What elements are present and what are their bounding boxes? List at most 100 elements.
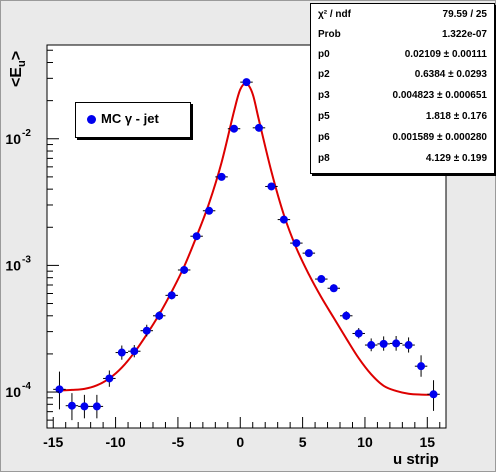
- data-point: [78, 394, 91, 419]
- data-point: [377, 336, 390, 351]
- point-marker: [267, 182, 276, 191]
- data-point: [53, 371, 66, 410]
- stats-name: p2: [318, 69, 330, 80]
- y-tick-label: 10: [5, 131, 21, 147]
- data-point: [140, 324, 153, 337]
- point-marker: [117, 348, 126, 357]
- point-marker: [292, 239, 301, 248]
- point-marker: [304, 249, 313, 258]
- points-layer: [53, 78, 440, 421]
- stats-value: 0.6384 ± 0.0293: [414, 69, 487, 80]
- data-point: [128, 345, 141, 358]
- stats-name: p3: [318, 90, 330, 101]
- point-marker: [67, 401, 76, 410]
- x-axis-title: u strip: [393, 451, 439, 468]
- point-marker: [167, 291, 176, 300]
- data-point: [265, 182, 278, 191]
- y-axis: 10-410-310-2: [5, 49, 59, 421]
- point-marker: [155, 311, 164, 320]
- y-axis-title: <Eu>: [8, 50, 28, 88]
- legend: MC γ - jet: [75, 102, 191, 138]
- data-point: [202, 206, 216, 215]
- stats-value: 1.818 ± 0.176: [425, 111, 487, 122]
- stats-name: p8: [318, 153, 330, 164]
- point-marker: [392, 339, 401, 348]
- stats-name: Prob: [318, 29, 341, 40]
- data-point: [352, 328, 365, 339]
- point-marker: [55, 385, 64, 394]
- stats-name: χ² / ndf: [318, 9, 351, 20]
- stats-row-prob: Prob 1.322e-07: [311, 26, 494, 44]
- data-point: [177, 265, 191, 274]
- data-point: [252, 123, 266, 132]
- data-point: [327, 284, 341, 293]
- data-point: [165, 291, 178, 300]
- data-point: [103, 370, 116, 387]
- point-marker: [105, 374, 114, 383]
- data-point: [402, 337, 415, 353]
- stats-row-p5: p5 1.818 ± 0.176: [311, 108, 494, 126]
- stats-value: 79.59 / 25: [442, 9, 487, 20]
- x-axis: -15 -10 -5 0 5 10 15: [43, 417, 441, 450]
- y-tick-label: 10: [5, 384, 21, 400]
- data-point: [90, 394, 104, 419]
- data-point: [302, 249, 316, 258]
- point-marker: [354, 329, 363, 338]
- point-marker: [192, 232, 201, 241]
- data-point: [290, 239, 303, 248]
- stats-row-p3: p3 0.004823 ± 0.000651: [311, 87, 494, 105]
- data-point: [427, 380, 440, 411]
- stats-value: 4.129 ± 0.199: [425, 153, 487, 164]
- data-point: [414, 355, 428, 377]
- x-tick-label: 0: [236, 434, 244, 450]
- data-point: [227, 124, 241, 133]
- data-point: [190, 232, 203, 241]
- point-marker: [342, 311, 351, 320]
- point-marker: [92, 402, 101, 411]
- point-marker: [180, 265, 189, 274]
- legend-marker-icon: [87, 115, 96, 124]
- data-point: [389, 336, 403, 351]
- point-marker: [217, 172, 226, 181]
- y-tick-exponent: -4: [22, 381, 31, 392]
- fit-stats-box: χ² / ndf 79.59 / 25 Prob 1.322e-07 p0 0.…: [310, 3, 495, 174]
- point-marker: [404, 341, 413, 350]
- point-marker: [279, 215, 288, 224]
- data-point: [240, 78, 253, 87]
- stats-row-p6: p6 0.001589 ± 0.000280: [311, 129, 494, 147]
- stats-name: p5: [318, 111, 330, 122]
- point-marker: [254, 123, 263, 132]
- stats-value: 0.001589 ± 0.000280: [392, 132, 487, 143]
- y-tick-exponent: -2: [22, 128, 31, 139]
- stats-row-p0: p0 0.02109 ± 0.00111: [311, 46, 494, 64]
- y-tick-label: 10: [5, 257, 21, 273]
- x-tick-label: 10: [357, 434, 373, 450]
- point-marker: [379, 339, 388, 348]
- point-marker: [130, 347, 139, 356]
- data-point: [315, 275, 328, 284]
- data-point: [340, 311, 353, 321]
- x-tick-label: 5: [299, 434, 307, 450]
- stats-value: 0.02109 ± 0.00111: [404, 49, 487, 60]
- point-marker: [367, 341, 376, 350]
- x-tick-label: -15: [43, 434, 63, 450]
- data-point: [152, 311, 166, 321]
- point-marker: [417, 362, 426, 371]
- stats-value: 0.004823 ± 0.000651: [392, 90, 487, 101]
- point-marker: [429, 390, 438, 399]
- data-point: [115, 345, 129, 360]
- stats-name: p6: [318, 132, 330, 143]
- x-tick-label: 15: [420, 434, 436, 450]
- point-marker: [142, 326, 151, 335]
- point-marker: [329, 284, 338, 293]
- point-marker: [230, 124, 239, 133]
- stats-name: p0: [318, 49, 330, 60]
- point-marker: [205, 206, 214, 215]
- stats-row-chi2: χ² / ndf 79.59 / 25: [311, 6, 494, 24]
- stats-row-p2: p2 0.6384 ± 0.0293: [311, 66, 494, 84]
- data-point: [277, 215, 291, 224]
- data-point: [65, 393, 79, 421]
- x-tick-label: -5: [172, 434, 185, 450]
- legend-label: MC γ - jet: [101, 111, 159, 126]
- point-marker: [242, 78, 251, 87]
